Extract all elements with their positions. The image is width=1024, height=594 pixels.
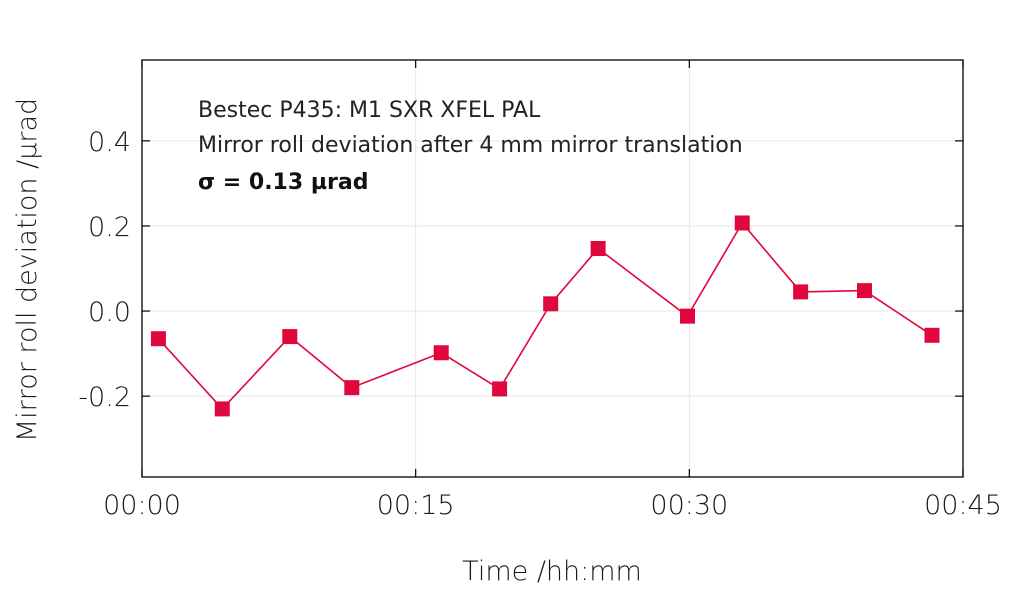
x-tick-label: 00:45 [924,490,1002,521]
data-point [793,284,809,300]
data-point [680,308,696,324]
data-point [344,380,360,396]
data-point [543,296,559,312]
axis-ticks: -0.2 0.0 0.2 0.4 00:00 00:15 00:30 00:45 [78,60,1002,521]
plot-frame [141,59,964,478]
x-tick-label: 00:30 [650,490,728,521]
annotation-title: Bestec P435: M1 SXR XFEL PAL [198,98,541,123]
data-point [282,329,298,345]
data-point [150,331,166,347]
y-tick-label: 0.0 [88,297,131,328]
data-point [856,283,872,299]
grid [142,60,963,477]
x-tick-label: 00:00 [103,490,181,521]
data-point [433,345,449,361]
data-point [492,381,508,397]
x-tick-label: 00:15 [377,490,455,521]
y-tick-label: 0.2 [88,212,131,243]
y-tick-label: 0.4 [88,127,131,158]
annotation-box: Bestec P435: M1 SXR XFEL PAL Mirror roll… [198,98,743,195]
series-line [157,221,933,411]
data-point [214,401,230,417]
data-point [924,327,940,343]
data-point [734,215,750,231]
y-tick-label: -0.2 [78,382,131,413]
data-point [590,241,606,257]
annotation-subtitle: Mirror roll deviation after 4 mm mirror … [198,133,743,158]
y-axis-title: Mirror roll deviation /µrad [12,98,43,442]
x-axis-title: Time /hh:mm [462,556,642,587]
annotation-sigma: σ = 0.13 µrad [198,170,368,195]
series [150,215,940,417]
